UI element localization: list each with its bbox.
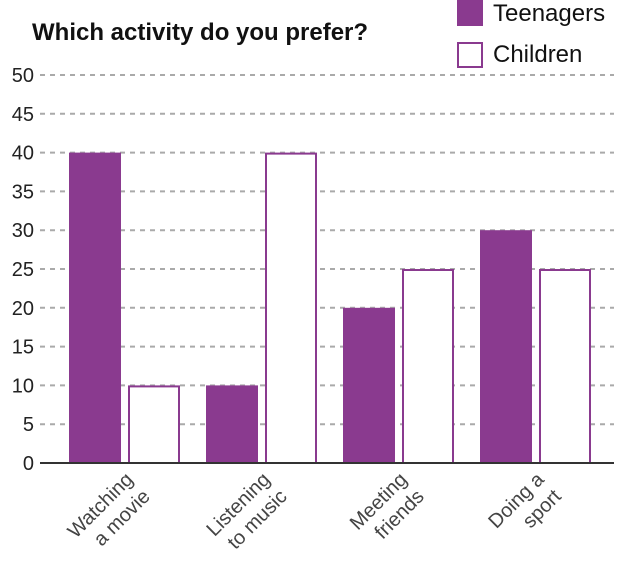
bar-children [128, 385, 180, 464]
bar-children [539, 269, 591, 464]
y-tick-label: 0 [23, 453, 34, 475]
legend-label-teenagers: Teenagers [493, 0, 605, 27]
x-tick-label: Doing asport [484, 468, 566, 550]
y-tick-label: 25 [12, 259, 34, 281]
bars [69, 152, 591, 464]
y-tick-label: 30 [12, 220, 34, 242]
x-tick-label: Meetingfriends [346, 469, 429, 552]
bar-teenagers [480, 230, 532, 463]
bar-teenagers [343, 307, 395, 463]
chart-title: Which activity do you prefer? [32, 19, 368, 46]
x-axis-labels: Watchinga movie Listeningto music Meetingf… [64, 468, 566, 560]
bar-teenagers [69, 152, 121, 463]
legend: Teenagers Children [457, 0, 605, 68]
legend-swatch-teenagers [457, 0, 483, 26]
y-tick-label: 10 [12, 375, 34, 397]
y-tick-label: 5 [23, 414, 34, 436]
y-tick-label: 50 [12, 65, 34, 87]
y-tick-label: 35 [12, 181, 34, 203]
y-axis-ticks: 0 5 10 15 20 25 30 35 40 45 50 [12, 65, 34, 475]
y-tick-label: 45 [12, 104, 34, 126]
legend-label-children: Children [493, 41, 582, 68]
x-tick-label: Listeningto music [203, 469, 292, 558]
bar-children [402, 269, 454, 464]
x-tick-label: Watchinga movie [64, 469, 155, 560]
bar-children [265, 152, 317, 464]
y-tick-label: 20 [12, 298, 34, 320]
legend-swatch-children [457, 42, 483, 68]
y-tick-label: 40 [12, 143, 34, 165]
y-tick-label: 15 [12, 337, 34, 359]
bar-teenagers [206, 385, 258, 463]
